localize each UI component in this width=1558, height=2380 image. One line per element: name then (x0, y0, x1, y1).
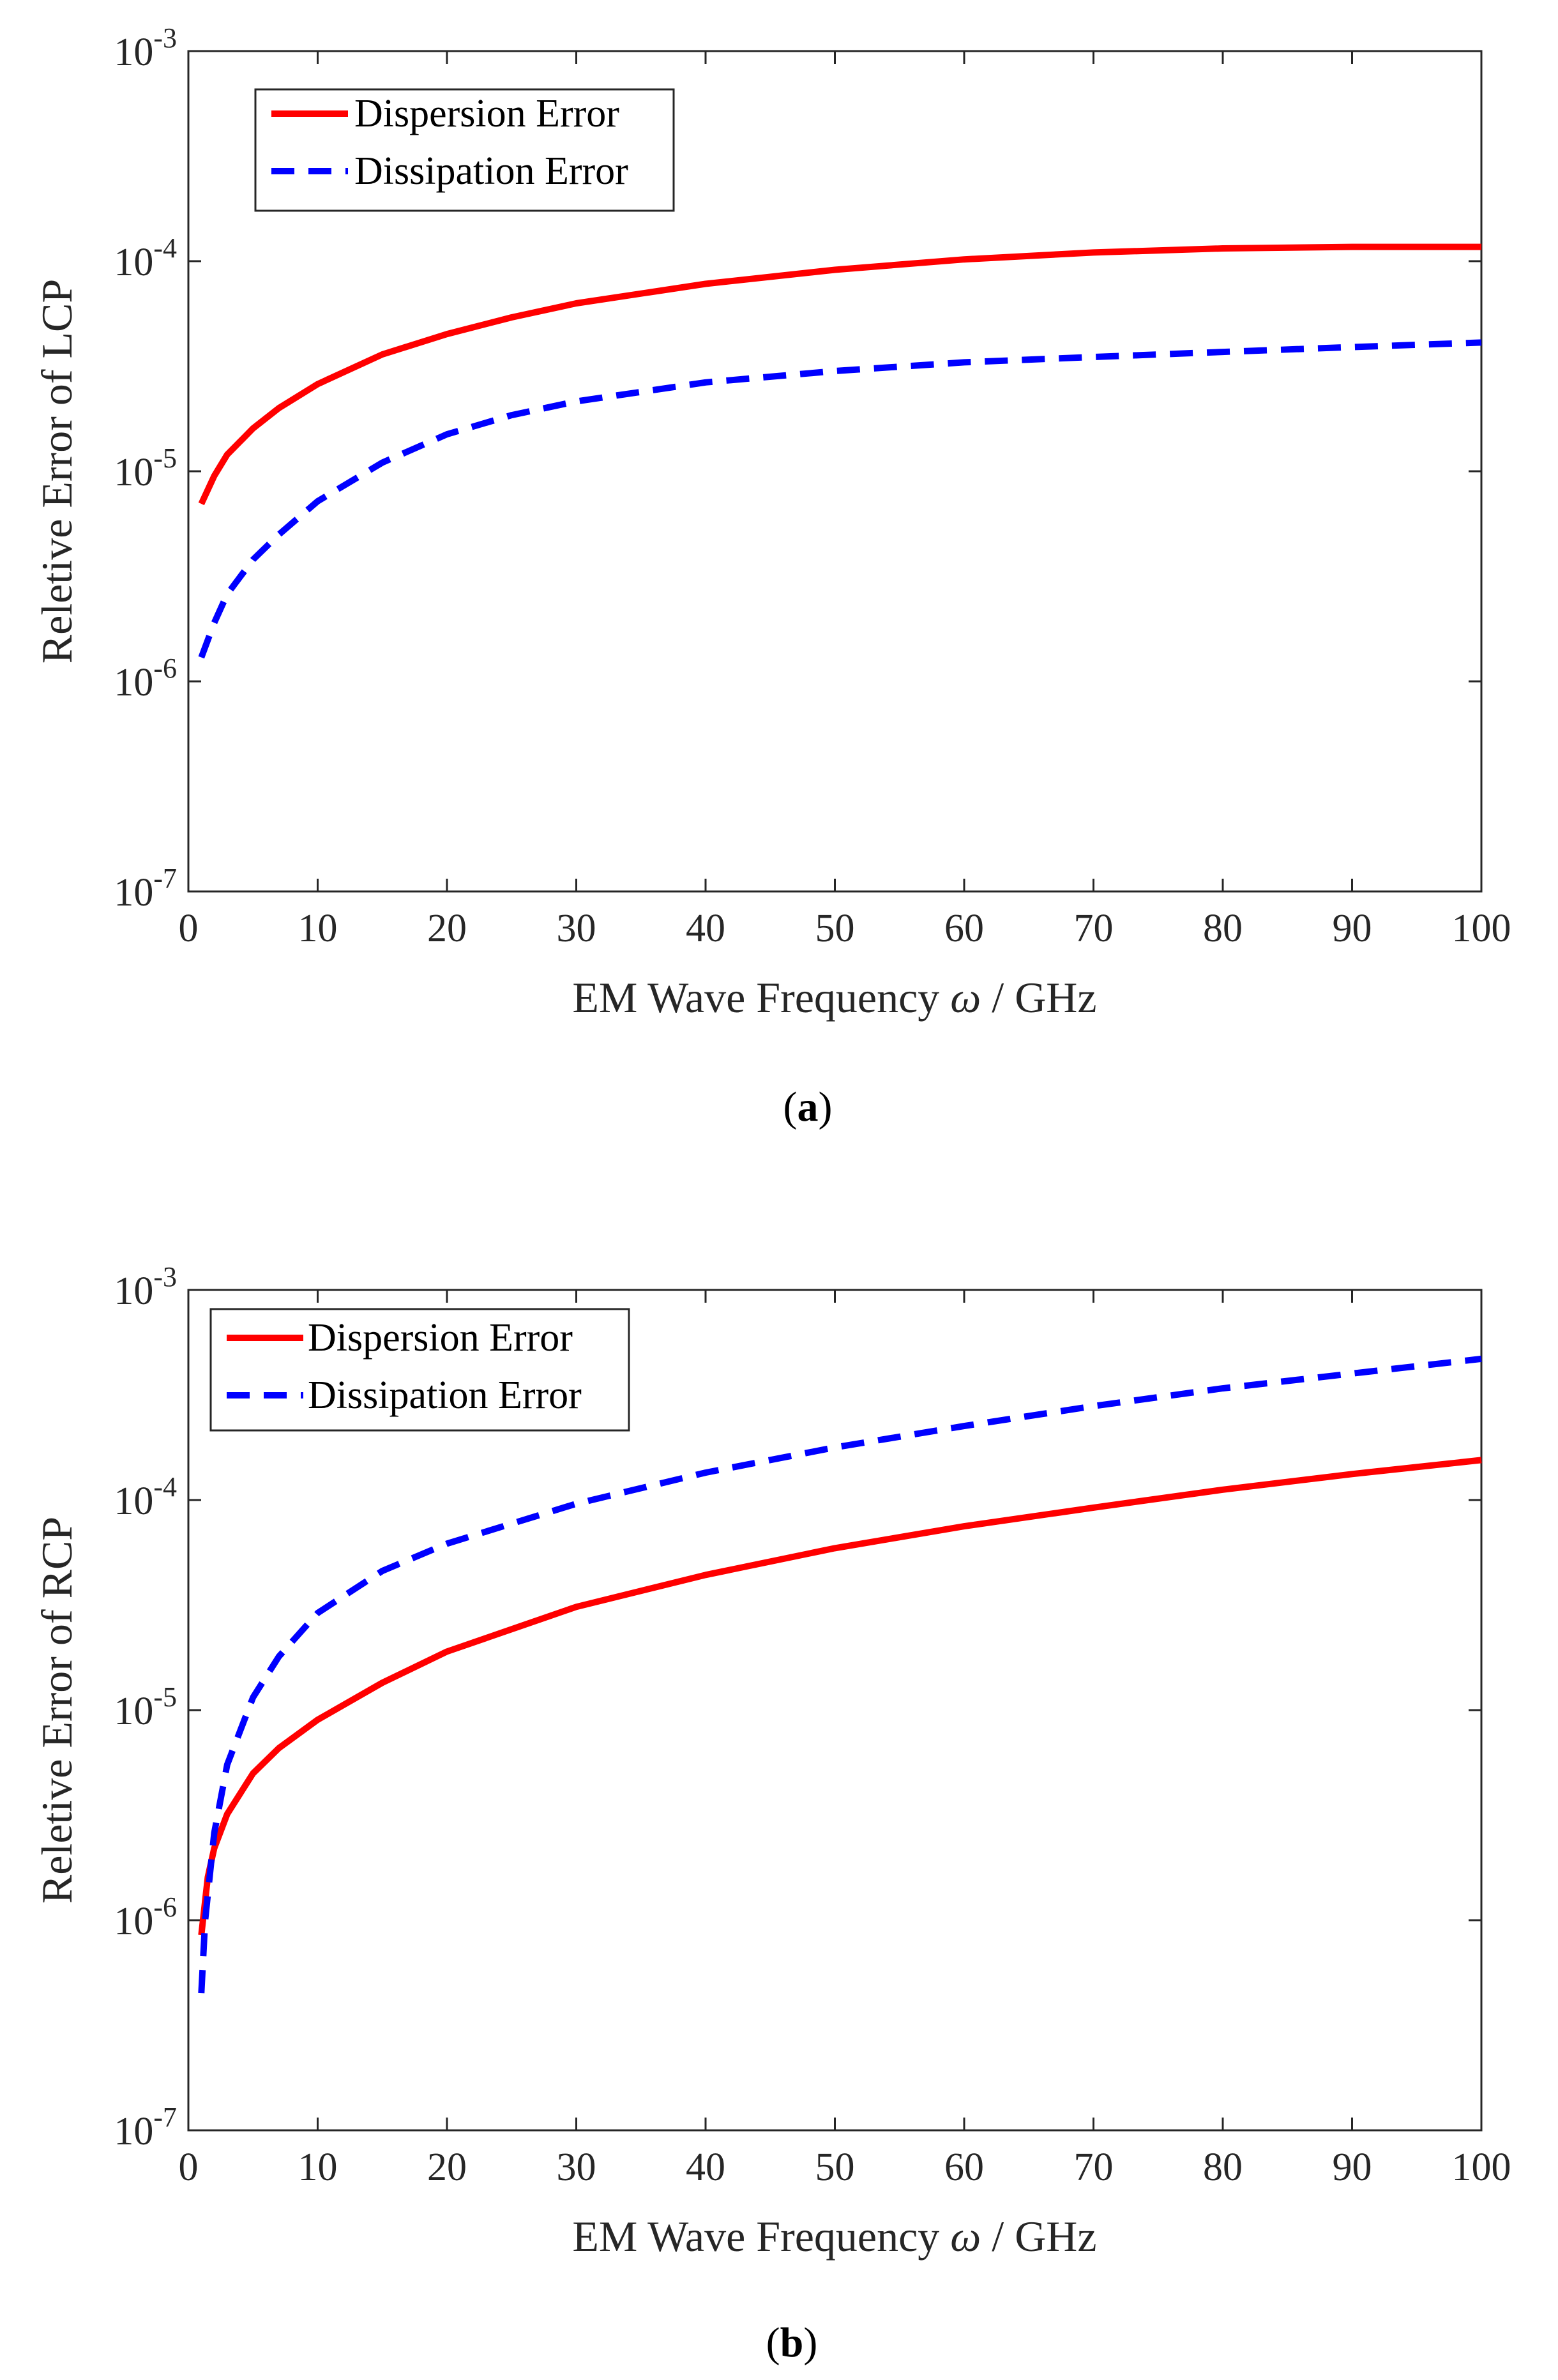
y-tick-label: 10-3 (114, 1261, 177, 1313)
y-axis: 10-3 10-4 10-5 10-6 10-7 (114, 22, 1481, 914)
series-layer (198, 1355, 1482, 1994)
y-axis-label: Reletive Error of LCP (33, 279, 81, 663)
y-axis: 10-3 10-4 10-5 10-6 10-7 (114, 1261, 1481, 2153)
y-tick-label: 10-4 (114, 1471, 177, 1523)
y-tick-label: 10-3 (114, 22, 177, 74)
x-tick-label: 70 (1074, 2146, 1114, 2189)
x-tick-label: 50 (815, 907, 855, 950)
panel-caption: (a) (783, 1084, 833, 1130)
series-line-dissipation (198, 1355, 1482, 1994)
legend: Dispersion Error Dissipation Error (254, 88, 675, 212)
panel-caption: (b) (766, 2319, 818, 2366)
chart-panel-a: 10-3 10-4 10-5 10-6 10-7 0 10 20 30 40 50 60 70 80 90… (33, 22, 1511, 1130)
x-tick-label: 80 (1203, 907, 1243, 950)
legend-box (254, 88, 675, 212)
x-tick-label: 0 (179, 2146, 199, 2189)
x-tick-label: 30 (557, 907, 596, 950)
x-tick-label: 60 (944, 2146, 984, 2189)
x-tick-label: 40 (686, 2146, 725, 2189)
x-axis-label: EM Wave Frequency ω / GHz (572, 973, 1096, 1022)
x-tick-label: 90 (1333, 907, 1372, 950)
y-tick-label: 10-7 (114, 863, 177, 914)
series-layer (198, 243, 1482, 659)
series-line-dissipation (198, 339, 1482, 659)
legend: Dispersion Error Dissipation Error (209, 1308, 630, 1432)
y-tick-label: 10-4 (114, 232, 177, 284)
x-axis: 0 10 20 30 40 50 60 70 80 90 100 (179, 51, 1511, 950)
legend-label-dispersion: Dispersion Error (308, 1316, 573, 1360)
y-tick-label: 10-6 (114, 1891, 177, 1943)
series-line-dispersion (198, 1457, 1482, 1936)
series-line-dispersion (198, 243, 1481, 506)
x-tick-label: 20 (427, 907, 467, 950)
legend-box (209, 1308, 630, 1432)
x-tick-label: 10 (298, 2146, 338, 2189)
legend-label-dissipation: Dissipation Error (308, 1374, 582, 1417)
y-axis-label: Reletive Error of RCP (33, 1517, 81, 1904)
x-tick-label: 10 (298, 907, 338, 950)
x-axis-label: EM Wave Frequency ω / GHz (572, 2212, 1096, 2261)
x-tick-label: 70 (1074, 907, 1114, 950)
chart-panel-b: 10-3 10-4 10-5 10-6 10-7 0 10 20 30 40 50 60 70 80 90… (33, 1261, 1511, 2366)
x-tick-label: 60 (944, 907, 984, 950)
x-tick-label: 40 (686, 907, 725, 950)
x-tick-label: 50 (815, 2146, 855, 2189)
x-tick-label: 30 (557, 2146, 596, 2189)
y-tick-label: 10-6 (114, 653, 177, 704)
x-tick-label: 20 (427, 2146, 467, 2189)
legend-label-dispersion: Dispersion Error (354, 92, 619, 135)
x-tick-label: 80 (1203, 2146, 1243, 2189)
y-tick-label: 10-5 (114, 443, 177, 494)
x-tick-label: 100 (1452, 907, 1511, 950)
y-tick-label: 10-7 (114, 2102, 177, 2153)
legend-label-dissipation: Dissipation Error (354, 149, 628, 193)
x-axis: 0 10 20 30 40 50 60 70 80 90 100 (179, 1290, 1511, 2189)
x-tick-label: 100 (1452, 2146, 1511, 2189)
x-tick-label: 0 (179, 907, 199, 950)
x-tick-label: 90 (1333, 2146, 1372, 2189)
y-tick-label: 10-5 (114, 1681, 177, 1733)
